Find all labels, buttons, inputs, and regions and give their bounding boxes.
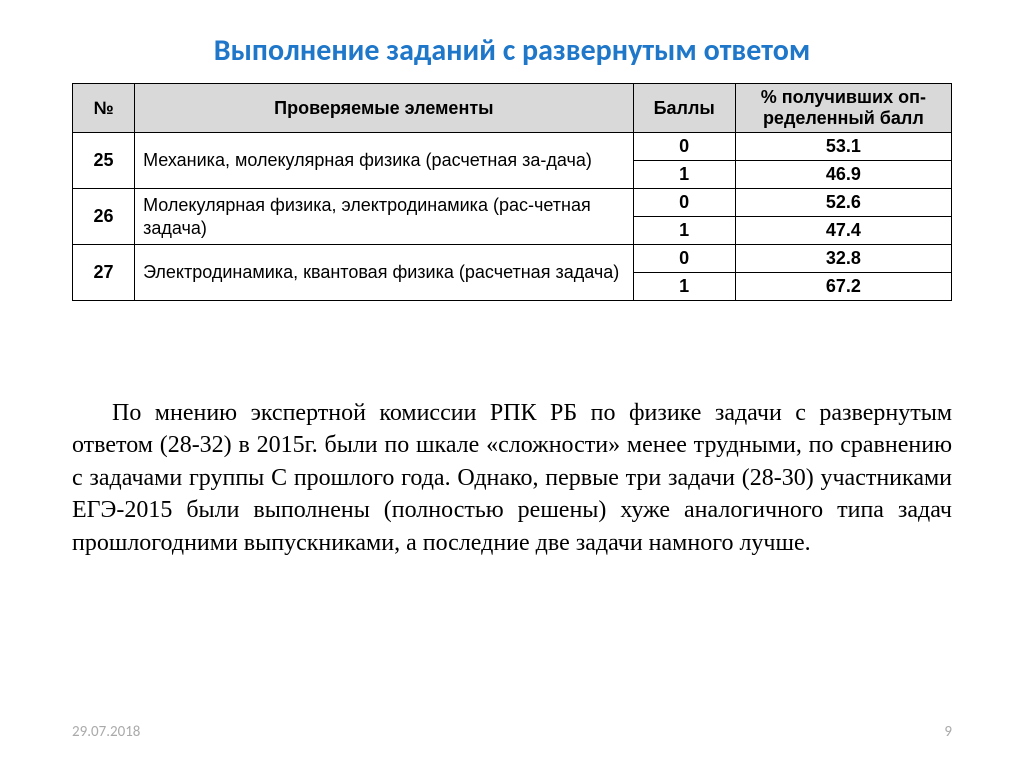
slide: Выполнение заданий с развернутым ответом… xyxy=(0,0,1024,767)
cell-percent: 52.6 xyxy=(735,189,951,217)
cell-num: 25 xyxy=(73,133,135,189)
table-row: 25 Механика, молекулярная физика (расчет… xyxy=(73,133,952,161)
cell-desc: Молекулярная физика, электродинамика (ра… xyxy=(135,189,634,245)
cell-percent: 46.9 xyxy=(735,161,951,189)
cell-num: 27 xyxy=(73,245,135,301)
cell-points: 1 xyxy=(633,217,735,245)
body-paragraph: По мнению экспертной комиссии РПК РБ по … xyxy=(72,397,952,559)
page-title: Выполнение заданий с развернутым ответом xyxy=(72,32,952,69)
cell-points: 0 xyxy=(633,133,735,161)
cell-percent: 47.4 xyxy=(735,217,951,245)
table-row: 27 Электродинамика, квантовая физика (ра… xyxy=(73,245,952,273)
cell-points: 1 xyxy=(633,273,735,301)
col-header-desc: Проверяемые элементы xyxy=(135,84,634,133)
col-header-points: Баллы xyxy=(633,84,735,133)
footer: 29.07.2018 9 xyxy=(72,723,952,741)
table-row: 26 Молекулярная физика, электродинамика … xyxy=(73,189,952,217)
cell-percent: 67.2 xyxy=(735,273,951,301)
cell-points: 0 xyxy=(633,245,735,273)
cell-points: 1 xyxy=(633,161,735,189)
cell-num: 26 xyxy=(73,189,135,245)
cell-desc: Механика, молекулярная физика (расчетная… xyxy=(135,133,634,189)
footer-page: 9 xyxy=(944,723,952,741)
cell-desc: Электродинамика, квантовая физика (расче… xyxy=(135,245,634,301)
cell-percent: 53.1 xyxy=(735,133,951,161)
cell-points: 0 xyxy=(633,189,735,217)
results-table: № Проверяемые элементы Баллы % получивши… xyxy=(72,83,952,301)
col-header-num: № xyxy=(73,84,135,133)
footer-date: 29.07.2018 xyxy=(72,723,140,741)
cell-percent: 32.8 xyxy=(735,245,951,273)
col-header-percent: % получивших оп-ределенный балл xyxy=(735,84,951,133)
table-header-row: № Проверяемые элементы Баллы % получивши… xyxy=(73,84,952,133)
